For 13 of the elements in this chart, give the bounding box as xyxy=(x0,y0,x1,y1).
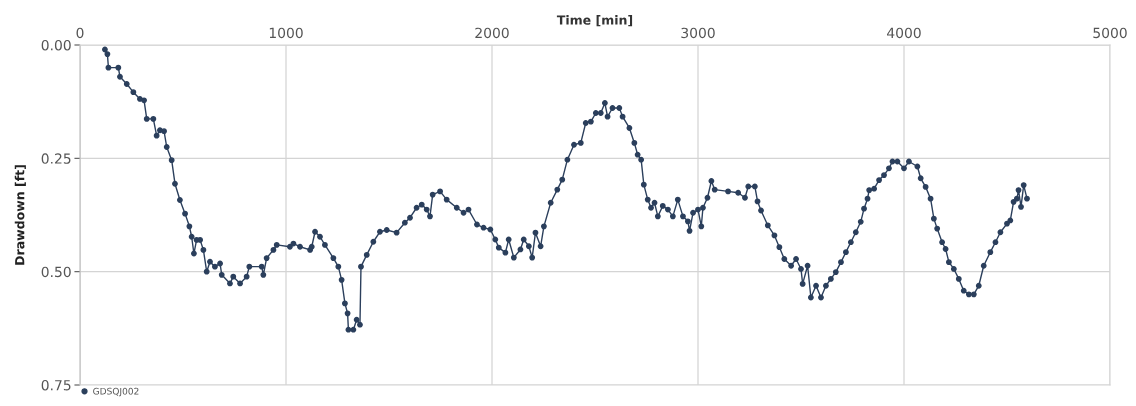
x-tick-label: 2000 xyxy=(475,27,509,39)
y-tick-label: 0.25 xyxy=(41,153,71,164)
legend-label: GDSQJ002 xyxy=(93,387,139,397)
x-tick-label: 1000 xyxy=(269,27,303,39)
x-tick-label: 4000 xyxy=(887,27,921,39)
y-tick-label: 0.50 xyxy=(41,266,71,278)
x-axis-title: Time [min] xyxy=(556,15,633,27)
y-axis-title: Drawdown [ft] xyxy=(14,165,26,265)
y-tick-label: 0.00 xyxy=(41,39,71,51)
x-tick-label: 5000 xyxy=(1093,27,1127,39)
x-tick-label: 0 xyxy=(76,27,84,39)
x-tick-label: 3000 xyxy=(681,27,715,39)
y-tick-label: 0.75 xyxy=(41,379,71,391)
